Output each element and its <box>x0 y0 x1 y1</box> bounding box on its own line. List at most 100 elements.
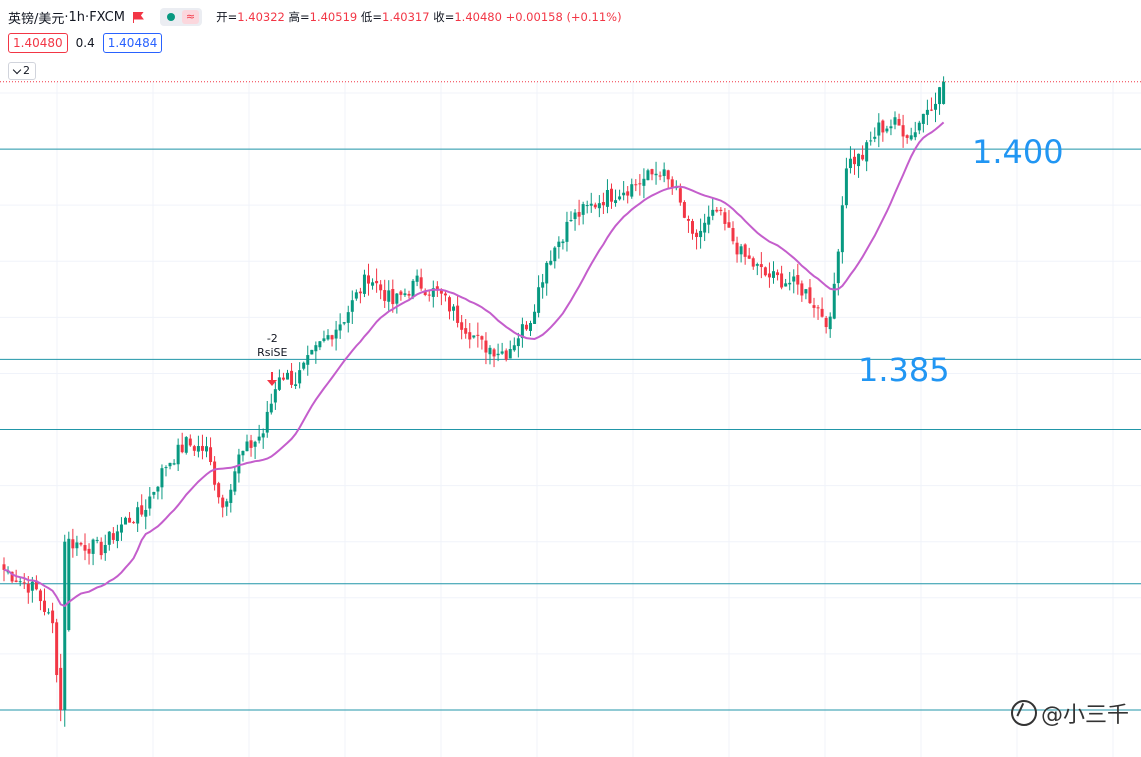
candle-body <box>654 173 658 176</box>
candle-body <box>452 306 456 311</box>
candle-body <box>893 117 897 125</box>
candle-body <box>277 377 281 390</box>
candle-body <box>520 324 524 339</box>
candle-body <box>589 203 593 206</box>
candle-body <box>164 467 168 469</box>
candle-body <box>261 433 265 438</box>
candle-body <box>905 135 909 138</box>
signal-label: -2 RsiSE <box>255 332 289 360</box>
candle-body <box>577 211 581 217</box>
candle-body <box>128 517 132 523</box>
candle-body <box>415 275 419 282</box>
candle-body <box>492 349 496 357</box>
symbol-name[interactable]: 英镑/美元 <box>8 11 65 27</box>
candle-body <box>298 370 302 384</box>
candle-body <box>435 286 439 291</box>
candle-body <box>362 274 366 294</box>
candle-body <box>383 290 387 301</box>
high-label: 高= <box>288 10 310 24</box>
indicators-toggle-button[interactable]: 2 <box>8 62 36 80</box>
candle-body <box>67 538 71 631</box>
candle-body <box>897 118 901 126</box>
candle-body <box>22 582 26 584</box>
candle-body <box>245 441 249 452</box>
candle-body <box>804 289 808 294</box>
candle-body <box>10 571 14 582</box>
candle-body <box>55 622 59 676</box>
market-status-pill[interactable]: ≈ <box>159 8 203 26</box>
candle-body <box>213 461 217 485</box>
candle-body <box>338 324 342 331</box>
separator: · <box>85 9 90 25</box>
candle-body <box>626 191 630 196</box>
candle-body <box>200 445 204 451</box>
symbol-row: 英镑/美元 · 1h · FXCM ≈ 开=1.40322 高=1.40519 … <box>8 7 622 27</box>
candle-body <box>686 219 690 221</box>
buy-button[interactable]: 1.40484 <box>102 33 163 53</box>
candle-body <box>942 81 946 104</box>
candle-body <box>456 305 460 323</box>
candle-body <box>233 471 237 492</box>
change-value: +0.00158 <box>505 10 563 24</box>
candle-body <box>464 328 468 334</box>
candle-body <box>253 441 257 447</box>
candle-body <box>763 267 767 276</box>
high-value: 1.40519 <box>309 10 358 24</box>
candle-body <box>877 122 881 136</box>
open-label: 开= <box>216 10 238 24</box>
candle-body <box>26 583 30 593</box>
candle-body <box>439 290 443 294</box>
candle-body <box>921 113 925 124</box>
candle-body <box>310 349 314 355</box>
candle-body <box>824 317 828 328</box>
candle-body <box>699 230 703 238</box>
low-value: 1.40317 <box>382 10 430 24</box>
candle-body <box>395 293 399 304</box>
candle-body <box>917 122 921 131</box>
candle-body <box>929 109 933 111</box>
candle-body <box>529 323 532 331</box>
candle-body <box>585 205 589 207</box>
candle-body <box>735 242 739 255</box>
signal-name: RsiSE <box>257 345 288 359</box>
candle-body <box>691 221 694 234</box>
candle-body <box>427 294 431 296</box>
interval-label[interactable]: 1h <box>68 9 86 25</box>
candle-body <box>14 580 18 582</box>
candle-body <box>180 444 184 453</box>
candle-body <box>634 184 638 186</box>
candle-body <box>844 168 848 206</box>
candle-body <box>172 463 176 465</box>
candle-body <box>869 140 873 142</box>
candle-body <box>265 411 269 433</box>
candle-body <box>541 282 545 288</box>
candle-body <box>545 262 549 284</box>
candle-body <box>476 334 480 336</box>
candle-body <box>75 542 79 549</box>
candle-body <box>387 290 391 302</box>
candle-body <box>367 275 370 284</box>
candle-body <box>622 192 626 196</box>
candle-body <box>658 175 662 177</box>
candle-body <box>318 341 322 348</box>
candle-body <box>107 531 111 545</box>
signal-value: -2 <box>266 331 278 345</box>
flag-icon[interactable] <box>132 11 144 23</box>
candle-body <box>796 275 800 285</box>
wave-icon: ≈ <box>181 10 200 24</box>
candle-body <box>59 667 63 710</box>
candle-body <box>38 590 42 602</box>
candle-body <box>257 436 261 441</box>
candle-body <box>156 486 160 492</box>
candle-body <box>642 178 646 186</box>
indicators-row: 2 <box>8 62 36 80</box>
sell-button[interactable]: 1.40480 <box>8 33 68 53</box>
candle-body <box>302 362 306 369</box>
candle-body <box>51 610 55 624</box>
candle-body <box>682 202 686 218</box>
candle-body <box>516 338 520 347</box>
candle-body <box>767 273 771 278</box>
candle-body <box>334 329 338 339</box>
candle-body <box>63 541 67 710</box>
